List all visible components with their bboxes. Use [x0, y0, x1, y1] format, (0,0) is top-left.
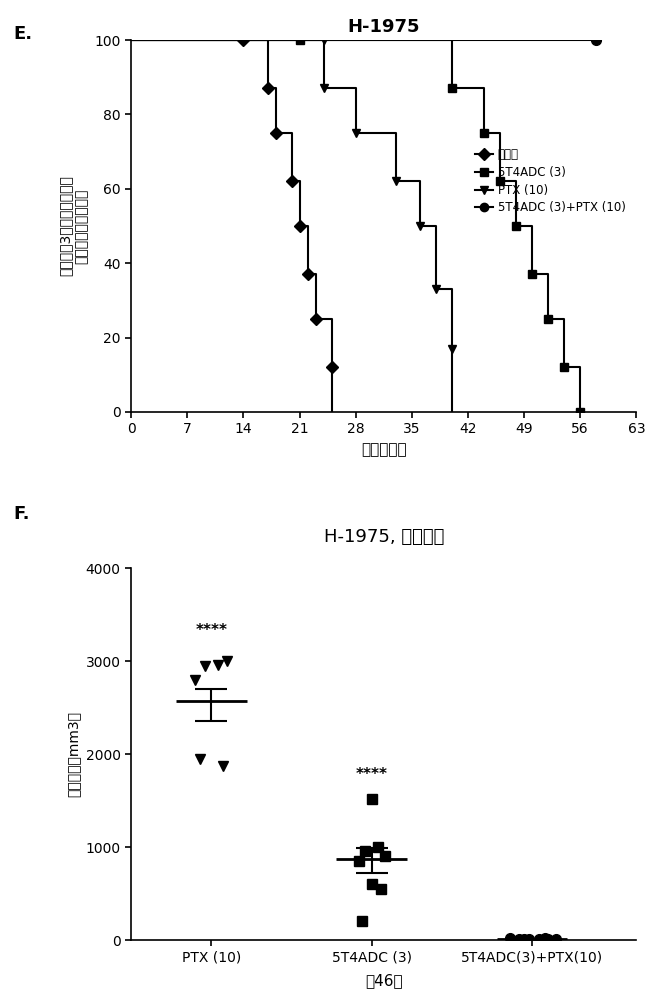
- X-axis label: 第46天: 第46天: [365, 973, 403, 988]
- Y-axis label: 具有小于3的肿瘾体积增加
倍数的动物的百分比: 具有小于3的肿瘾体积增加 倍数的动物的百分比: [58, 176, 89, 276]
- Y-axis label: 肿瘾体积（mm3）: 肿瘾体积（mm3）: [66, 711, 80, 797]
- Title: H-1975: H-1975: [348, 18, 420, 36]
- X-axis label: 时间（天）: 时间（天）: [361, 442, 407, 457]
- Legend: 媒介物, 5T4ADC (3), PTX (10), 5T4ADC (3)+PTX (10): 媒介物, 5T4ADC (3), PTX (10), 5T4ADC (3)+PT…: [470, 144, 630, 219]
- Text: E.: E.: [13, 25, 32, 43]
- Text: F.: F.: [13, 505, 30, 523]
- Text: H-1975, 各个肿瘾: H-1975, 各个肿瘾: [323, 528, 444, 546]
- Text: ****: ****: [356, 767, 388, 782]
- Text: ****: ****: [195, 623, 228, 638]
